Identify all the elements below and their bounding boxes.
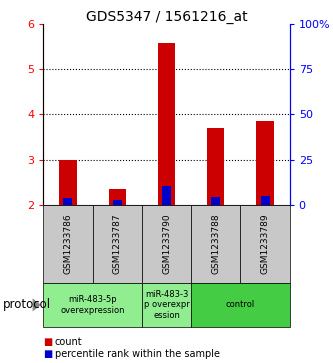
Text: GDS5347 / 1561216_at: GDS5347 / 1561216_at — [86, 10, 247, 24]
Bar — [261, 196, 269, 205]
Text: ■: ■ — [43, 337, 53, 347]
Polygon shape — [33, 298, 41, 311]
Bar — [162, 186, 171, 205]
Bar — [211, 197, 220, 205]
Text: GSM1233790: GSM1233790 — [162, 214, 171, 274]
Text: percentile rank within the sample: percentile rank within the sample — [55, 349, 220, 359]
Text: protocol: protocol — [3, 298, 52, 311]
Text: GSM1233786: GSM1233786 — [63, 214, 73, 274]
Text: count: count — [55, 337, 83, 347]
Text: GSM1233788: GSM1233788 — [211, 214, 220, 274]
Bar — [256, 121, 274, 205]
Bar — [113, 200, 122, 205]
Text: GSM1233789: GSM1233789 — [260, 214, 270, 274]
Text: GSM1233787: GSM1233787 — [113, 214, 122, 274]
Bar — [59, 160, 77, 205]
Text: control: control — [226, 301, 255, 309]
Bar — [64, 198, 72, 205]
Bar — [207, 128, 224, 205]
Bar — [158, 42, 175, 205]
Bar — [109, 189, 126, 205]
Text: ■: ■ — [43, 349, 53, 359]
Text: miR-483-5p
overexpression: miR-483-5p overexpression — [60, 295, 125, 315]
Text: miR-483-3
p overexpr
ession: miR-483-3 p overexpr ession — [144, 290, 189, 320]
